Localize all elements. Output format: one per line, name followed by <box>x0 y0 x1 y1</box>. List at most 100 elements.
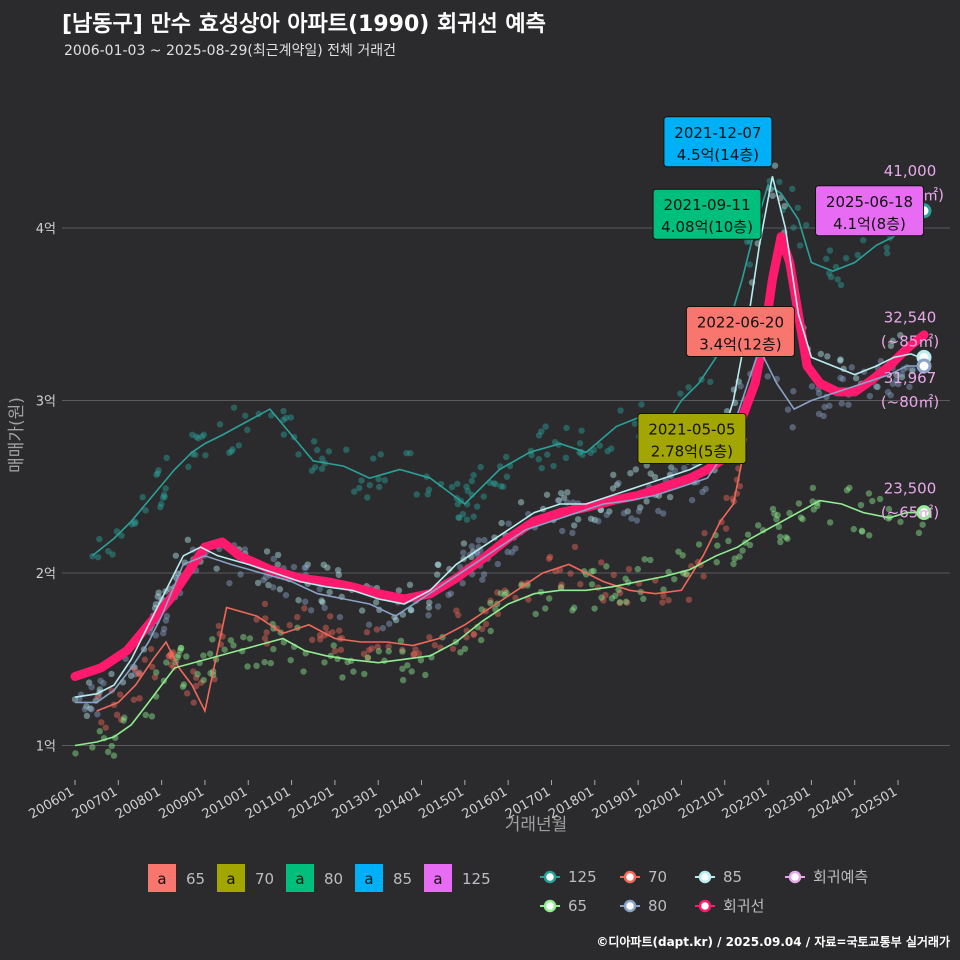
scatter-point <box>774 512 781 519</box>
scatter-point <box>769 505 777 513</box>
scatter-point <box>608 595 616 602</box>
scatter-point <box>310 438 318 445</box>
scatter-point <box>543 491 551 498</box>
scatter-point <box>415 650 423 657</box>
scatter-point <box>459 510 467 518</box>
scatter-point <box>455 514 462 521</box>
scatter-point <box>794 204 802 211</box>
scatter-point <box>113 528 121 535</box>
scatter-point <box>160 625 168 633</box>
scatter-point <box>579 451 586 459</box>
scatter-point <box>560 494 568 502</box>
scatter-point <box>563 424 570 432</box>
annotation-date: 2021-05-05 <box>648 420 735 438</box>
scatter-point <box>97 677 104 685</box>
scatter-point <box>121 714 128 721</box>
end-area-label: (~80㎡) <box>881 393 939 411</box>
scatter-point <box>897 331 904 339</box>
scatter-point <box>777 533 784 540</box>
scatter-point <box>154 593 161 600</box>
scatter-point <box>300 668 307 675</box>
legend-box-label: 125 <box>462 870 491 888</box>
scatter-point <box>453 607 460 614</box>
scatter-point <box>723 494 730 502</box>
scatter-point <box>200 652 207 659</box>
scatter-point <box>679 552 686 559</box>
scatter-point <box>118 532 125 539</box>
scatter-point <box>274 551 282 559</box>
scatter-point <box>487 627 494 635</box>
scatter-point <box>270 645 277 653</box>
scatter-point <box>410 650 418 658</box>
scatter-point <box>282 414 290 422</box>
scatter-point <box>175 651 182 659</box>
scatter-point <box>688 496 696 504</box>
scatter-point <box>574 516 582 523</box>
scatter-point <box>141 656 149 663</box>
scatter-point <box>324 564 331 571</box>
scatter-point <box>375 475 382 483</box>
scatter-point <box>915 529 923 537</box>
x-tick-label: 200701 <box>70 784 120 822</box>
scatter-point <box>790 224 797 231</box>
scatter-point <box>821 403 828 411</box>
scatter-point <box>578 427 585 434</box>
x-tick-label: 201101 <box>243 784 293 822</box>
scatter-point <box>919 521 926 528</box>
scatter-point <box>177 644 185 652</box>
scatter-point <box>622 598 630 605</box>
scatter-point <box>108 670 115 678</box>
x-tick-label: 200801 <box>113 784 163 822</box>
scatter-point <box>399 665 406 672</box>
legend-box-glyph: a <box>295 870 304 888</box>
scatter-point <box>588 568 595 575</box>
scatter-point <box>883 250 891 257</box>
scatter-point <box>898 370 906 378</box>
scatter-point <box>318 465 326 472</box>
scatter-point <box>478 625 486 633</box>
scatter-point <box>445 591 452 599</box>
legend-line-marker <box>623 870 637 884</box>
scatter-point <box>606 508 613 515</box>
scatter-point <box>470 513 477 520</box>
annotation-price: 4.1억(8층) <box>833 215 906 233</box>
scatter-point <box>647 470 654 477</box>
legend-box-swatch <box>217 864 245 892</box>
scatter-point <box>699 488 706 496</box>
scatter-point <box>263 548 271 555</box>
scatter-point <box>487 597 494 604</box>
scatter-point <box>417 656 425 664</box>
scatter-point <box>372 599 380 606</box>
scatter-point <box>852 375 860 382</box>
scatter-point <box>633 517 641 524</box>
scatter-point <box>290 563 298 571</box>
scatter-point <box>659 599 666 606</box>
scatter-point <box>736 553 743 560</box>
scatter-point <box>631 420 639 427</box>
scatter-point <box>571 543 579 551</box>
scatter-point <box>542 423 549 430</box>
scatter-point <box>200 431 207 438</box>
scatter-point <box>459 580 466 587</box>
scatter-point <box>183 653 190 660</box>
scatter-point <box>557 489 565 497</box>
scatter-point <box>321 659 328 666</box>
scatter-point <box>344 658 351 666</box>
scatter-point <box>449 645 457 652</box>
scatter-point <box>498 519 505 527</box>
scatter-point <box>282 591 290 599</box>
scatter-point <box>113 711 121 719</box>
x-tick-label: 201601 <box>460 784 510 822</box>
scatter-point <box>616 599 624 607</box>
scatter-point <box>83 703 90 710</box>
scatter-point <box>843 486 851 494</box>
scatter-point <box>155 589 162 596</box>
legend-box-label: 65 <box>186 870 205 888</box>
scatter-point <box>823 255 830 263</box>
scatter-point <box>192 451 199 458</box>
scatter-point <box>803 221 810 229</box>
scatter-point <box>604 447 611 455</box>
scatter-point <box>168 661 175 668</box>
scatter-point <box>773 516 780 523</box>
scatter-point <box>385 648 392 655</box>
